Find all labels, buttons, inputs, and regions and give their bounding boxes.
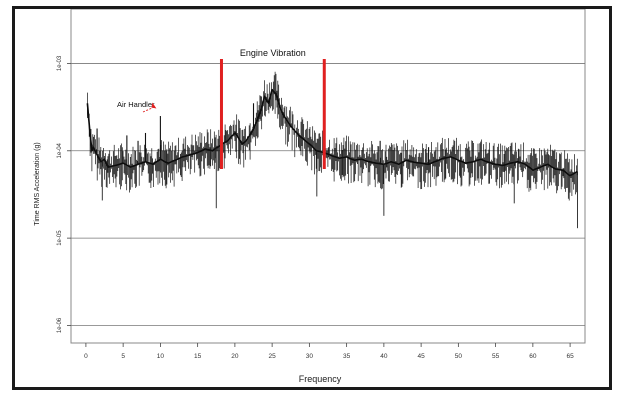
x-tick-label: 60 [529,353,537,360]
x-tick-label: 35 [343,353,351,360]
y-axis-label: Time RMS Acceleration (g) [34,142,41,225]
series-noise [87,71,578,201]
x-tick-label: 10 [157,353,165,360]
annotation-layer: Engine Vibration Air Handler [117,48,326,169]
x-tick-label: 45 [417,353,425,360]
x-tick-label: 30 [306,353,314,360]
x-tick-label: 20 [231,353,239,360]
x-tick-label: 15 [194,353,202,360]
x-tick-label: 50 [455,353,463,360]
x-tick-label: 5 [121,353,125,360]
spectrum-chart: 1e-06 1e-05 1e-04 1e-03 0 5 10 15 20 25 30 35 40 45 5… [34,9,586,384]
chart-frame: 1e-06 1e-05 1e-04 1e-03 0 5 10 15 20 25 30 35 40 45 5… [12,6,612,390]
y-tick-label: 1e-05 [57,230,63,246]
air-handler-arrowhead [151,102,157,109]
x-tick-label: 25 [269,353,277,360]
plot-area [70,9,586,344]
engine-vibration-label: Engine Vibration [240,48,306,58]
y-tick-label: 1e-03 [57,55,63,71]
series-layer [86,71,579,229]
x-tick-label: 55 [492,353,500,360]
x-axis: 0 5 10 15 20 25 30 35 40 45 50 55 60 65 [84,343,574,360]
y-axis: 1e-06 1e-05 1e-04 1e-03 [57,55,71,333]
x-tick-label: 65 [566,353,574,360]
x-tick-label: 40 [380,353,388,360]
y-tick-label: 1e-04 [57,142,63,158]
x-axis-label: Frequency [299,374,342,384]
air-handler-label: Air Handler [117,100,155,109]
y-tick-label: 1e-06 [57,317,63,333]
x-tick-label: 0 [84,353,88,360]
